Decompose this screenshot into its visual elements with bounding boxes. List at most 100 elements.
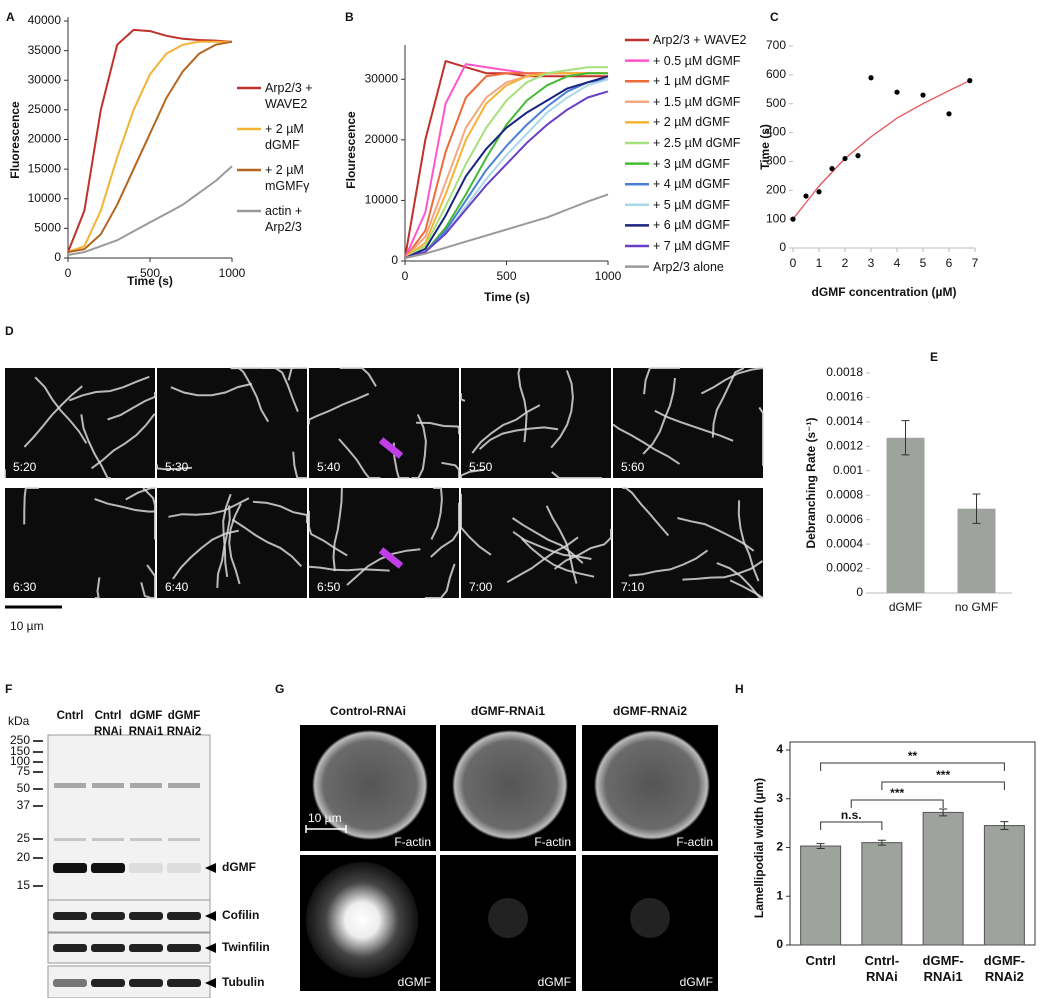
- actin-filament: [677, 517, 755, 552]
- legend-label: Arp2/3 alone: [653, 259, 724, 274]
- blot-band: [168, 838, 200, 841]
- x-tick-label: 500: [140, 266, 160, 280]
- y-tick-label: 0.0012: [826, 439, 863, 453]
- significance-bracket: [850, 799, 944, 808]
- actin-filament: [511, 517, 584, 564]
- y-tick-label: 700: [766, 38, 786, 52]
- line-series: [404, 66, 608, 259]
- actin-filament: [654, 409, 734, 442]
- actin-filament: [95, 577, 101, 599]
- x-tick-label: 500: [496, 269, 516, 283]
- x-tick-label: 2: [842, 256, 849, 270]
- actin-filament: [172, 529, 239, 580]
- actin-filament: [156, 464, 193, 471]
- actin-filament: [23, 385, 83, 448]
- y-tick-label: 0: [391, 253, 398, 267]
- x-tick-label: 1000: [219, 266, 246, 280]
- y-tick-label: 400: [766, 125, 786, 139]
- actin-filament: [91, 413, 156, 470]
- bar: [800, 845, 842, 946]
- y-tick-label: 15000: [28, 161, 62, 175]
- actin-filament: [332, 487, 343, 572]
- legend-label: + 3 µM dGMF: [653, 156, 731, 171]
- actin-filament: [460, 393, 466, 402]
- y-tick-label: 1: [776, 888, 783, 902]
- y-tick-label: 4: [776, 742, 783, 756]
- x-axis-title: Time (s): [484, 290, 530, 304]
- y-tick-label: 0.0006: [826, 512, 863, 526]
- actin-filament: [142, 487, 156, 540]
- timestamp: 5:30: [165, 460, 189, 474]
- bar: [861, 842, 903, 946]
- line-series: [67, 40, 233, 254]
- marker-label: 37: [17, 798, 31, 812]
- panel-label: G: [275, 682, 284, 696]
- blot-band: [168, 783, 200, 788]
- actin-filament: [700, 367, 764, 395]
- y-tick-label: 20000: [28, 132, 62, 146]
- microscopy-image: [461, 368, 611, 478]
- timestamp: 5:40: [317, 460, 341, 474]
- x-tick-label: dGMF-RNAi2: [983, 953, 1025, 984]
- x-tick-label: 1: [816, 256, 823, 270]
- legend-label: + 2 µM mGMFγ: [265, 163, 310, 193]
- y-tick-label: 600: [766, 67, 786, 81]
- blot-band: [92, 838, 124, 841]
- actin-filament: [520, 537, 595, 578]
- x-tick-label: no GMF: [955, 600, 998, 614]
- actin-filament: [107, 391, 156, 421]
- error-bar: [972, 493, 981, 524]
- legend-label: + 6 µM dGMF: [653, 218, 731, 233]
- actin-filament: [170, 382, 253, 397]
- panel-label: H: [735, 682, 744, 696]
- y-tick-label: 0.001: [833, 463, 863, 477]
- cell: [594, 730, 710, 840]
- scatter-point: [868, 75, 874, 81]
- lane-label: Cntrl: [56, 710, 84, 722]
- bar: [922, 811, 964, 946]
- column-title: Control-RNAi: [330, 704, 406, 718]
- timestamp: 5:60: [621, 460, 645, 474]
- y-tick-label: 25000: [28, 102, 62, 116]
- x-tick-label: 5: [920, 256, 927, 270]
- panel-label: D: [5, 324, 14, 338]
- y-tick-label: 2: [776, 840, 783, 854]
- x-tick-label: 7: [972, 256, 979, 270]
- blot-band: [54, 783, 86, 788]
- y-tick-label: 10000: [28, 191, 62, 205]
- scatter-point: [967, 78, 973, 84]
- actin-filament: [430, 487, 443, 540]
- actin-filament: [545, 505, 578, 584]
- significance-bracket: [820, 821, 883, 830]
- legend-label: + 7 µM dGMF: [653, 239, 731, 253]
- actin-filament: [308, 511, 348, 557]
- scatter-point: [842, 155, 848, 162]
- blot-band: [130, 783, 162, 788]
- legend-label: actin + Arp2/3: [265, 204, 303, 234]
- actin-filament: [628, 549, 709, 577]
- y-tick-label: 500: [766, 96, 786, 110]
- marker-label: 50: [17, 781, 31, 795]
- blot-band: [53, 944, 87, 952]
- x-tick-label: dGMF: [889, 600, 922, 614]
- x-tick-label: dGMF-RNAi1: [922, 953, 964, 984]
- timestamp: 6:50: [317, 580, 341, 594]
- x-axis-title: Time (s): [127, 274, 173, 288]
- actin-filament: [346, 548, 421, 586]
- scale-bar: [305, 825, 347, 833]
- actin-filament: [551, 471, 602, 479]
- actin-filament: [642, 377, 676, 455]
- arrow: [378, 547, 404, 569]
- actin-filament: [643, 367, 681, 395]
- marker-label: 100: [10, 754, 30, 768]
- band-label: Cofilin: [222, 908, 259, 922]
- legend-label: + 5 µM dGMF: [653, 197, 731, 212]
- actin-filament: [308, 392, 370, 425]
- timestamp: 7:10: [621, 580, 645, 594]
- actin-filament: [292, 451, 307, 479]
- band-arrow: [205, 911, 216, 921]
- line-series: [67, 28, 233, 253]
- actin-filament: [392, 442, 410, 479]
- bar: [886, 437, 925, 593]
